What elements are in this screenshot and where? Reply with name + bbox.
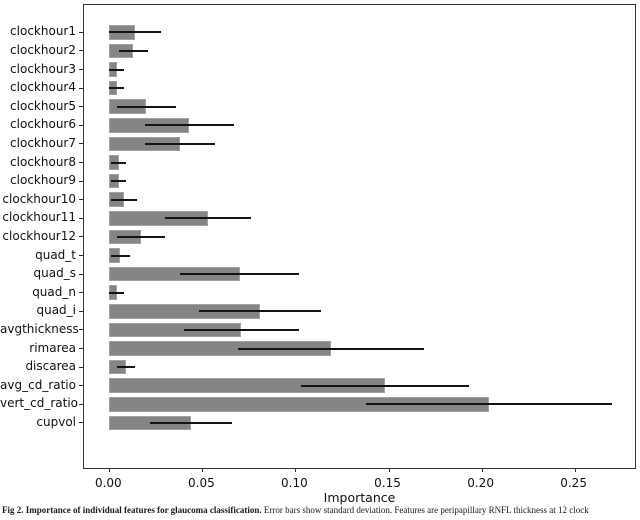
errorbar-clockhour11	[165, 217, 251, 220]
x-tick	[295, 468, 297, 472]
y-label-clockhour9: clockhour9	[10, 173, 76, 188]
errorbar-cupvol	[150, 421, 233, 424]
y-tick	[79, 124, 83, 126]
x-tick	[202, 468, 204, 472]
x-tick-label: 0.20	[467, 476, 494, 490]
y-tick	[79, 143, 83, 145]
errorbar-clockhour5	[116, 105, 177, 108]
errorbar-quad_i	[198, 310, 322, 313]
errorbar-clockhour2	[118, 49, 149, 52]
x-tick-label: 0.15	[374, 476, 401, 490]
y-label-cupvol: cupvol	[36, 414, 76, 429]
y-label-clockhour8: clockhour8	[10, 154, 76, 169]
figure-caption: Fig 2. Importance of individual features…	[2, 505, 640, 516]
y-tick	[79, 180, 83, 182]
errorbar-quad_n	[109, 291, 125, 294]
y-tick	[79, 162, 83, 163]
errorbar-quad_s	[180, 273, 300, 276]
errorbar-quad_t	[111, 254, 130, 257]
y-label-clockhour10: clockhour10	[2, 191, 76, 206]
y-label-discarea: discarea	[25, 359, 76, 374]
y-tick	[79, 217, 83, 219]
y-label-clockhour11: clockhour11	[2, 210, 76, 225]
y-label-clockhour3: clockhour3	[10, 61, 76, 76]
x-tick-label: 0.00	[94, 476, 122, 490]
y-label-vert_cd_ratio: vert_cd_ratio	[0, 396, 79, 411]
y-tick	[79, 273, 83, 275]
errorbar-clockhour1	[109, 31, 162, 34]
errorbar-vert_cd_ratio	[366, 403, 612, 406]
y-label-quad_s: quad_s	[33, 266, 76, 281]
y-label-quad_n: quad_n	[32, 284, 76, 299]
y-tick	[79, 106, 83, 108]
errorbar-clockhour6	[144, 124, 234, 127]
y-label-clockhour1: clockhour1	[10, 24, 76, 39]
y-label-clockhour6: clockhour6	[10, 117, 76, 132]
errorbar-clockhour3	[109, 68, 125, 71]
y-label-quad_i: quad_i	[36, 303, 76, 318]
y-label-avgthickness: avgthickness	[0, 321, 79, 336]
y-tick	[79, 50, 83, 52]
y-tick	[79, 236, 83, 238]
x-tick	[481, 468, 483, 472]
plot-area	[79, 4, 636, 472]
x-tick	[388, 468, 390, 472]
caption-body-text: Error bars show standard deviation. Feat…	[261, 505, 589, 515]
errorbar-clockhour9	[111, 180, 127, 183]
y-label-rimarea: rimarea	[29, 340, 76, 355]
errorbar-clockhour12	[116, 235, 166, 238]
y-tick	[79, 87, 83, 89]
y-tick	[79, 31, 83, 33]
errorbar-clockhour7	[144, 142, 216, 145]
x-tick	[109, 468, 111, 472]
errorbar-avgthickness	[183, 328, 300, 331]
errorbar-clockhour8	[111, 161, 127, 164]
x-axis-title: Importance	[323, 490, 396, 505]
y-label-clockhour5: clockhour5	[10, 98, 76, 113]
y-tick	[79, 385, 83, 387]
y-tick	[79, 199, 83, 201]
x-tick-label: 0.05	[188, 476, 215, 490]
y-tick	[79, 348, 83, 349]
y-label-clockhour7: clockhour7	[10, 135, 76, 150]
y-tick	[79, 422, 83, 424]
y-label-quad_t: quad_t	[35, 247, 76, 262]
y-label-avg_cd_ratio: avg_cd_ratio	[0, 377, 76, 392]
y-tick	[79, 310, 83, 312]
y-tick	[79, 366, 83, 368]
y-tick	[79, 255, 83, 256]
y-tick	[79, 69, 83, 70]
errorbar-avg_cd_ratio	[301, 384, 469, 387]
x-tick	[574, 468, 576, 472]
x-tick-label: 0.10	[281, 476, 308, 490]
errorbar-clockhour4	[109, 87, 125, 90]
y-label-clockhour4: clockhour4	[10, 80, 76, 95]
y-label-clockhour12: clockhour12	[2, 228, 76, 243]
y-label-clockhour2: clockhour2	[10, 42, 76, 57]
errorbar-clockhour10	[111, 198, 138, 201]
errorbar-discarea	[116, 366, 136, 369]
y-tick	[79, 329, 83, 331]
errorbar-rimarea	[237, 347, 424, 350]
x-tick-label: 0.25	[560, 476, 587, 490]
y-tick	[79, 403, 83, 405]
y-tick	[79, 292, 83, 294]
caption-bold-text: Fig 2. Importance of individual features…	[2, 505, 262, 515]
